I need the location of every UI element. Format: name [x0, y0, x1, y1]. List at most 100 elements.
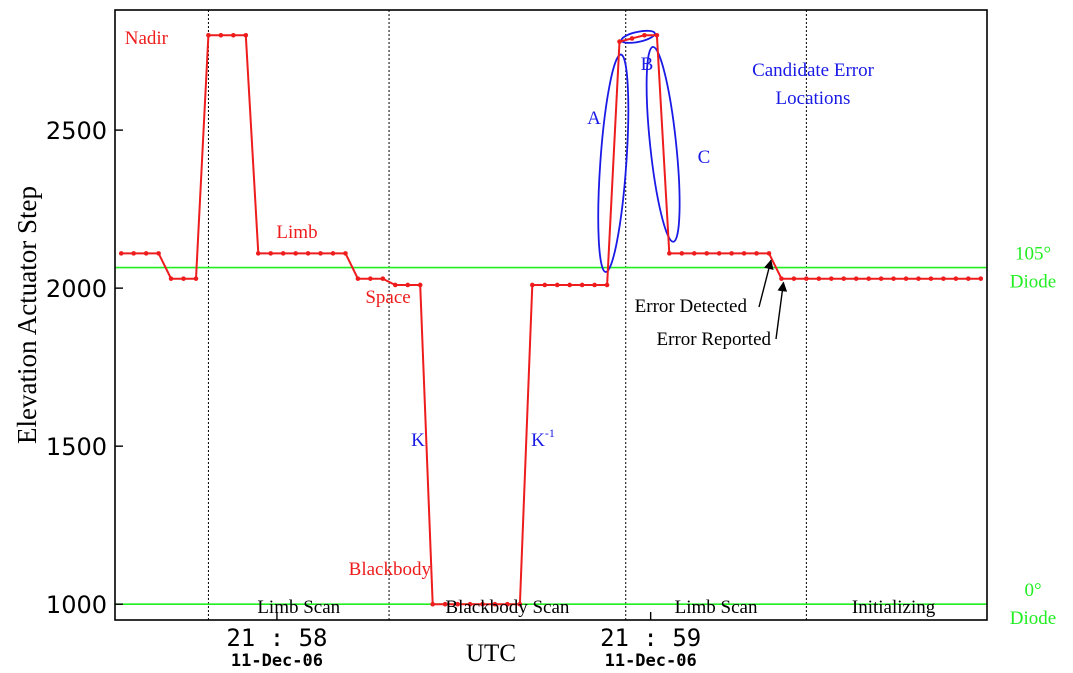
- candidate-error-label-line2: Locations: [776, 88, 851, 109]
- blackbody-label: Blackbody: [349, 559, 432, 580]
- series-point: [691, 251, 697, 256]
- series-point: [866, 276, 871, 281]
- series-point: [131, 251, 136, 256]
- x-tick-time-label: 21 : 59: [600, 624, 701, 652]
- series-point: [430, 601, 435, 607]
- series-point: [156, 251, 161, 256]
- series-point: [268, 251, 274, 256]
- phase-labels: Limb Scan Blackbody Scan Limb Scan Initiali…: [257, 597, 935, 618]
- series-point: [280, 251, 286, 256]
- x-tick-time-label: 21 : 58: [226, 624, 327, 652]
- diode-labels: 105° Diode 0° Diode: [1010, 244, 1056, 630]
- series-point: [480, 601, 485, 607]
- series-point: [941, 276, 946, 281]
- series-point: [255, 251, 261, 256]
- series-point: [592, 282, 597, 288]
- series-point: [405, 282, 411, 288]
- series-point: [442, 601, 448, 607]
- series-layer: [118, 32, 984, 607]
- y-tick-label: 2000: [46, 275, 107, 303]
- error-reported-label: Error Reported: [657, 329, 772, 350]
- series-point: [455, 601, 460, 607]
- k-label: K: [411, 430, 425, 451]
- space-label: Space: [365, 287, 410, 308]
- series-point: [741, 251, 747, 256]
- series-point: [417, 282, 423, 288]
- series-point: [293, 251, 298, 256]
- diode-angle-label: 0°: [1024, 580, 1041, 601]
- error-reported-arrow: [775, 281, 788, 340]
- series-point: [305, 251, 311, 256]
- candidate-error-ellipses: [597, 29, 681, 273]
- y-tick-label: 1000: [46, 591, 107, 619]
- series-point: [579, 282, 585, 288]
- series-point: [804, 276, 809, 281]
- ellipse-c: [645, 45, 681, 243]
- error-location-c-label: C: [698, 147, 711, 168]
- series-point: [953, 276, 959, 281]
- series-point: [530, 282, 535, 288]
- series-point: [554, 282, 560, 288]
- diode-reference-lines: [115, 266, 987, 605]
- series-point: [343, 251, 348, 256]
- series-point: [467, 601, 473, 607]
- series-point: [754, 251, 759, 256]
- series-point: [567, 282, 572, 288]
- ellipse-a: [597, 53, 630, 273]
- series-point: [492, 601, 498, 607]
- series-point: [355, 276, 361, 281]
- x-tick-date-label: 11-Dec-06: [605, 651, 697, 671]
- phase-label: Limb Scan: [257, 597, 340, 618]
- x-tick-date-label: 11-Dec-06: [231, 651, 323, 671]
- series-point: [330, 251, 336, 256]
- phase-dividers: [207, 10, 807, 620]
- series-point: [729, 251, 734, 256]
- series-point: [891, 276, 896, 281]
- series-point: [816, 276, 822, 281]
- series-point: [878, 276, 884, 281]
- series-point: [517, 601, 523, 607]
- phase-label: Limb Scan: [675, 597, 758, 618]
- series-point: [903, 276, 909, 281]
- y-tick-label: 2500: [46, 117, 107, 145]
- y-axis-label: Elevation Actuator Step: [12, 186, 42, 444]
- series-point: [791, 276, 797, 281]
- series-point: [206, 32, 211, 38]
- series-point: [841, 276, 847, 281]
- nadir-label: Nadir: [125, 28, 169, 49]
- series-point: [318, 251, 323, 256]
- limb-label: Limb: [276, 222, 317, 243]
- series-point: [916, 276, 921, 281]
- candidate-error-label-line1: Candidate Error: [752, 60, 875, 81]
- series-point: [779, 276, 784, 281]
- series-point: [218, 32, 224, 38]
- series-point: [604, 282, 610, 288]
- series-point: [629, 36, 635, 41]
- series-point: [617, 39, 622, 44]
- series-line: [121, 34, 981, 606]
- series-point: [667, 251, 672, 256]
- series-point: [243, 32, 249, 38]
- x-axis-label: UTC: [466, 640, 516, 667]
- phase-label: Initializing: [852, 597, 936, 618]
- series-point: [853, 276, 859, 281]
- series-point: [542, 282, 548, 288]
- y-axis-ticks: 1000 1500 2000 2500: [46, 117, 123, 619]
- series-point: [368, 276, 373, 281]
- diode-name-label: Diode: [1010, 608, 1056, 629]
- diode-angle-label: 105°: [1015, 244, 1051, 265]
- error-detected-arrow: [758, 259, 774, 308]
- k-inverse-superscript: -1: [545, 426, 555, 440]
- series-point: [654, 32, 660, 38]
- series-point: [642, 32, 647, 38]
- series-point: [766, 251, 772, 256]
- series-point: [380, 276, 386, 281]
- error-location-a-label: A: [587, 108, 601, 129]
- series-point: [193, 276, 199, 281]
- series-point: [828, 276, 834, 281]
- y-tick-label: 1500: [46, 433, 107, 461]
